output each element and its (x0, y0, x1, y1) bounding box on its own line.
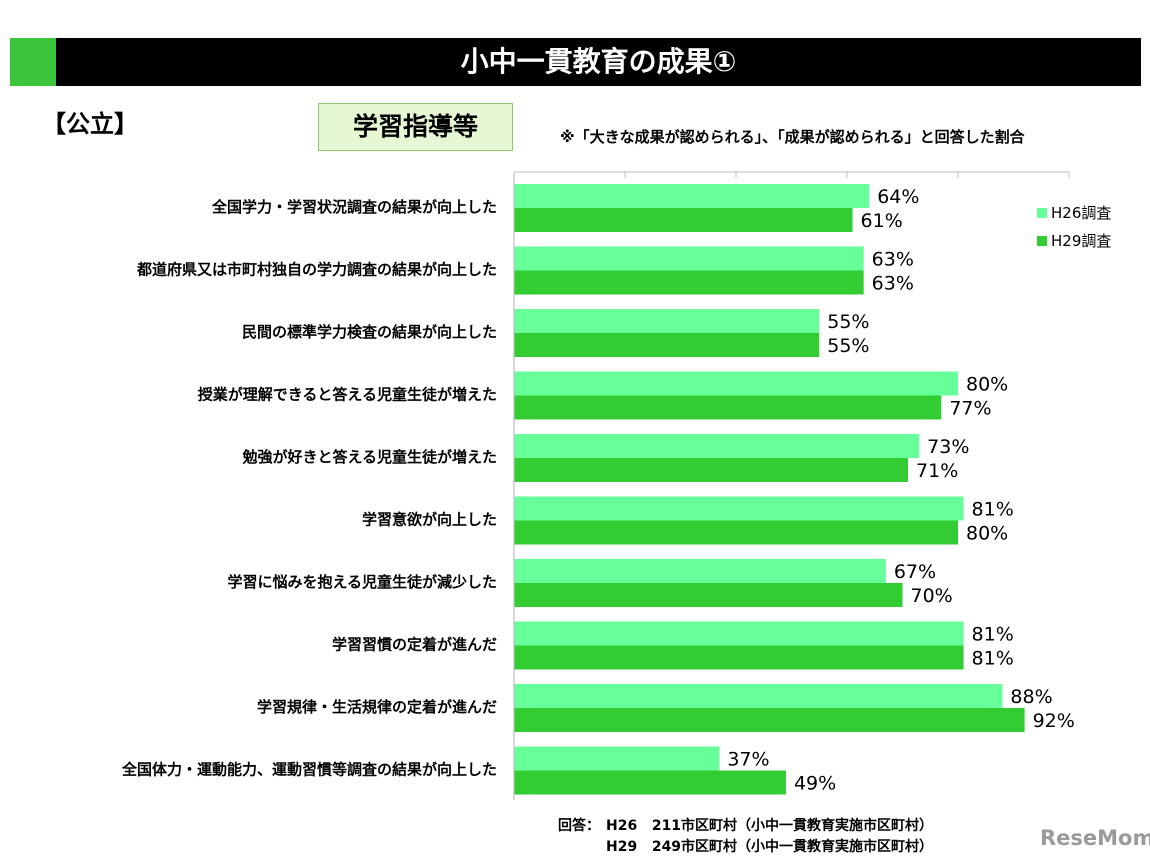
bar-h26 (514, 434, 920, 458)
data-label: 80% (966, 374, 1008, 396)
data-label: 61% (861, 210, 903, 232)
category-label: 授業が理解できると答える児童生徒が増えた (198, 386, 497, 404)
bar-h29 (514, 583, 903, 607)
data-label: 64% (877, 186, 919, 208)
bar-h29 (514, 333, 820, 357)
bar-h26 (514, 309, 820, 333)
data-label: 73% (927, 436, 969, 458)
category-label: 学習規律・生活規律の定着が進んだ (257, 698, 497, 716)
bar-h26 (514, 684, 1003, 708)
footer-year: H29 (606, 839, 638, 855)
footer-text: 211市区町村（小中一貫教育実施市区町村） (651, 818, 934, 834)
bar-h26 (514, 496, 964, 521)
bar-h26 (514, 246, 864, 271)
category-label: 都道府県又は市町村独自の学力調査の結果が向上した (136, 261, 497, 279)
category-label: 勉強が好きと答える児童生徒が増えた (241, 448, 497, 466)
title-accent (10, 38, 56, 86)
bar-h29 (514, 395, 942, 420)
bar-h29 (514, 208, 853, 232)
data-label: 81% (972, 499, 1014, 521)
footer-note: 回答： H26 211市区町村（小中一貫教育実施市区町村） H29 249市区町村（… (558, 816, 933, 858)
bar-h26 (514, 559, 886, 583)
chart-note: ※「大きな成果が認められる」、「成果が認められる」と回答した割合 (560, 128, 1025, 146)
category-label: 学習意欲が向上した (362, 511, 497, 529)
bar-h29 (514, 770, 786, 795)
bar-h26 (514, 371, 958, 396)
footer-row-h26: 回答： H26 211市区町村（小中一貫教育実施市区町村） (558, 816, 933, 837)
bar-h29 (514, 458, 909, 482)
category-label: 全国学力・学習状況調査の結果が向上した (211, 198, 497, 216)
data-label: 55% (827, 311, 869, 333)
bar-h29 (514, 270, 864, 295)
data-label: 77% (949, 398, 991, 420)
legend-label: H29調査 (1051, 232, 1111, 250)
bar-h29 (514, 645, 964, 670)
page-title: 小中一貫教育の成果① (460, 45, 737, 78)
legend-swatch (1037, 236, 1047, 246)
legend-label: H26調査 (1051, 204, 1111, 222)
category-label: 民間の標準学力検査の結果が向上した (242, 323, 497, 341)
public-label: 【公立】 (42, 110, 138, 138)
watermark-logo: ReseMom (1040, 826, 1150, 850)
data-label: 37% (727, 749, 769, 771)
data-label: 55% (827, 335, 869, 357)
data-label: 63% (872, 249, 914, 271)
data-label: 67% (894, 561, 936, 583)
data-label: 88% (1010, 686, 1052, 708)
bar-h29 (514, 520, 958, 545)
footer-row-h29: H29 249市区町村（小中一貫教育実施市区町村） (558, 837, 933, 858)
title-bar: 小中一貫教育の成果① (10, 38, 1141, 86)
bar-h26 (514, 746, 720, 771)
data-label: 63% (872, 273, 914, 295)
data-label: 71% (916, 460, 958, 482)
footer-year: H26 (606, 818, 638, 834)
data-label: 80% (966, 523, 1008, 545)
category-label: 全国体力・運動能力、運動習慣等調査の結果が向上した (121, 761, 497, 779)
data-label: 81% (972, 648, 1014, 670)
category-label: 学習に悩みを抱える児童生徒が減少した (227, 573, 497, 591)
data-label: 49% (794, 773, 836, 795)
footer-label: 回答： (558, 818, 600, 834)
legend-swatch (1037, 208, 1047, 218)
data-label: 92% (1033, 710, 1075, 732)
bar-h26 (514, 621, 964, 646)
bar-h29 (514, 708, 1025, 732)
category-label: 学習習慣の定着が進んだ (332, 636, 497, 654)
bar-h26 (514, 184, 870, 208)
footer-text: 249市区町村（小中一貫教育実施市区町村） (651, 839, 934, 855)
data-label: 70% (911, 585, 953, 607)
category-box: 学習指導等 (318, 103, 513, 151)
data-label: 81% (972, 624, 1014, 646)
